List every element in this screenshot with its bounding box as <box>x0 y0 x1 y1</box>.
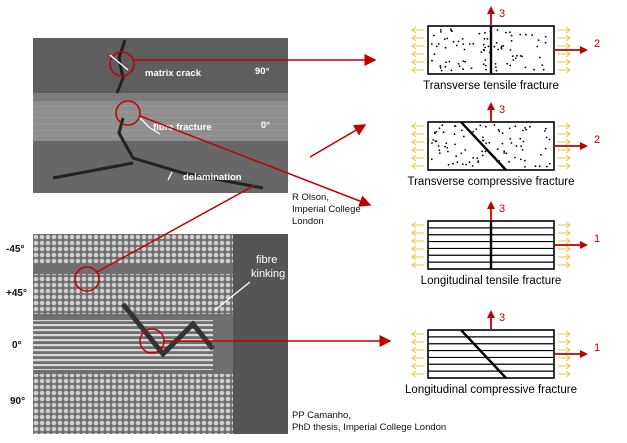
failure-mode-diagram <box>411 102 588 171</box>
label-matrix-crack: matrix crack <box>145 68 201 79</box>
label-fibre-fracture: fibre fracture <box>153 122 212 133</box>
credit-top-line: Imperial College <box>292 204 361 215</box>
failure-mode-diagram <box>411 310 588 379</box>
direction-label-right: 2 <box>594 134 601 146</box>
direction-label-up: 3 <box>499 203 506 215</box>
angle-plus45: +45° <box>6 288 27 299</box>
arrow-to-transverse-compressive <box>309 124 367 158</box>
failure-mode-caption: Transverse compressive fracture <box>407 176 575 188</box>
direction-label-up: 3 <box>499 8 506 20</box>
angle-minus45: -45° <box>6 244 25 255</box>
label-ply-0: 0° <box>261 120 271 131</box>
direction-label-right: 1 <box>594 233 601 245</box>
credit-top: R Olson, Imperial College London <box>292 192 361 228</box>
credit-top-line: R Olson, <box>292 192 329 203</box>
failure-mode-caption: Transverse tensile fracture <box>423 80 559 92</box>
failure-mode-caption: Longitudinal tensile fracture <box>420 275 562 287</box>
micrograph-top: matrix crack 90° fibre fracture 0° delam… <box>33 38 288 193</box>
micrograph-bottom: fibre kinking <box>33 234 288 434</box>
label-delamination: delamination <box>183 172 242 183</box>
label-fibre-kinking-2: kinking <box>251 268 286 280</box>
micrograph-bottom-texture <box>33 234 288 434</box>
failure-mode-diagram <box>411 6 588 75</box>
failure-mode-diagram <box>411 201 588 270</box>
direction-label-up: 3 <box>499 312 506 324</box>
failure-mode-caption: Longitudinal compressive fracture <box>405 384 577 396</box>
credit-bottom-line: PP Camanho, <box>292 410 351 421</box>
direction-label-right: 2 <box>594 38 601 50</box>
angle-0: 0° <box>12 340 22 351</box>
direction-label-right: 1 <box>594 342 601 354</box>
label-fibre-kinking-1: fibre <box>256 254 278 266</box>
credit-top-line: London <box>292 216 324 227</box>
credit-bottom-line: PhD thesis, Imperial College London <box>292 422 447 433</box>
micrograph-top-texture <box>33 38 288 193</box>
direction-label-up: 3 <box>499 104 506 116</box>
angle-90: 90° <box>10 396 26 407</box>
label-ply-90: 90° <box>255 66 270 77</box>
credit-bottom: PP Camanho, PhD thesis, Imperial College… <box>292 410 446 434</box>
